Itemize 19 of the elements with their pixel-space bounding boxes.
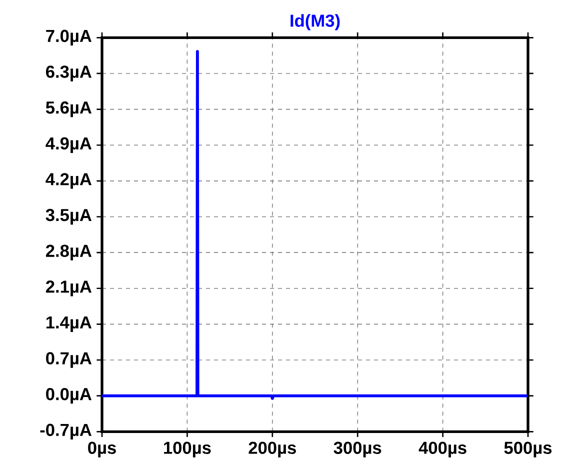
y-tick-label: 4.9µA bbox=[46, 137, 92, 153]
y-tick-label: 0.0µA bbox=[46, 388, 92, 404]
x-tick-label: 100µs bbox=[164, 442, 211, 458]
y-tick-label: 3.5µA bbox=[46, 208, 92, 225]
y-tick-label: 4.2µA bbox=[46, 173, 92, 189]
x-tick-label: 400µs bbox=[418, 442, 466, 458]
x-tick-label: 200µs bbox=[248, 442, 296, 458]
y-tick-label: -0.7µA bbox=[40, 424, 92, 440]
chart-title: Id(M3) bbox=[290, 14, 340, 30]
x-tick-label: 0µs bbox=[88, 442, 116, 458]
y-tick-label: 0.7µA bbox=[46, 352, 92, 368]
y-tick-label: 2.1µA bbox=[46, 280, 92, 296]
x-tick-label: 300µs bbox=[334, 442, 382, 458]
y-tick-label: 2.8µA bbox=[46, 244, 92, 260]
y-tick-label: 6.3µA bbox=[46, 66, 92, 82]
y-tick-label: 1.4µA bbox=[46, 316, 92, 332]
x-tick-label: 500µs bbox=[504, 442, 552, 458]
y-tick-label: 7.0µA bbox=[46, 30, 92, 46]
y-tick-label: 5.6µA bbox=[46, 101, 92, 118]
